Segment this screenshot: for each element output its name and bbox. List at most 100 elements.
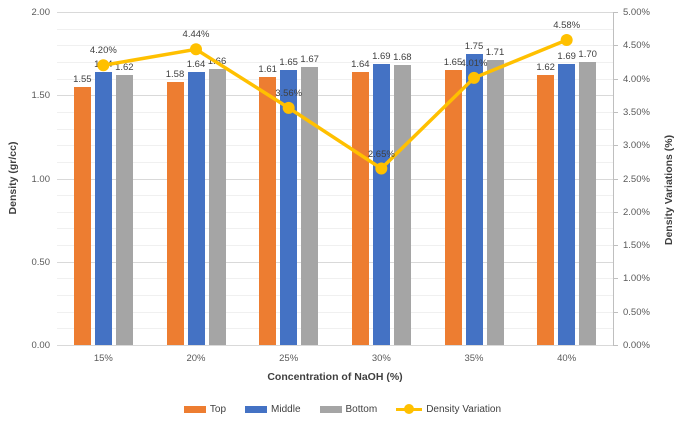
line-value-label: 3.56% xyxy=(275,87,303,99)
right-axis-tick xyxy=(613,145,618,147)
gridline xyxy=(57,211,613,213)
right-axis-tick xyxy=(613,278,618,280)
x-category-label: 20% xyxy=(186,353,206,364)
line-value-label: 4.20% xyxy=(89,45,117,57)
right-axis-tick xyxy=(613,45,618,47)
gridline xyxy=(57,228,613,230)
line-value-label: 4.44% xyxy=(182,29,210,41)
x-axis-title: Concentration of NaOH (%) xyxy=(267,371,403,383)
bar-top-30% xyxy=(351,71,369,345)
right-axis-tick-label: 0.50% xyxy=(623,306,650,318)
gridline xyxy=(57,295,613,297)
bar-middle-40% xyxy=(558,63,576,345)
line-marker xyxy=(282,101,295,114)
x-category-label: 30% xyxy=(371,353,391,364)
x-category-label: 25% xyxy=(279,353,299,364)
bar-middle-25% xyxy=(280,70,298,345)
gridline xyxy=(57,195,613,197)
right-axis-tick xyxy=(613,311,618,313)
bar-middle-15% xyxy=(94,71,112,345)
gridline xyxy=(57,61,613,63)
bar-value-label: 1.62 xyxy=(536,62,555,74)
line-value-label: 4.58% xyxy=(553,19,581,31)
line-value-label: 2.65% xyxy=(367,148,395,160)
bar-middle-35% xyxy=(465,53,483,345)
legend-item-middle: Middle xyxy=(245,403,301,415)
right-axis-tick-label: 4.50% xyxy=(623,40,650,52)
right-axis-tick xyxy=(613,78,618,80)
legend-swatch xyxy=(245,405,268,413)
gridline xyxy=(57,111,613,113)
bar-value-label: 1.55 xyxy=(73,73,92,85)
line-marker xyxy=(97,59,110,72)
gridline xyxy=(57,28,613,30)
bar-bottom-25% xyxy=(301,66,319,345)
bar-value-label: 1.71 xyxy=(485,47,505,59)
gridline xyxy=(57,12,613,13)
line-path xyxy=(103,38,568,171)
right-axis-tick-label: 3.00% xyxy=(623,140,650,152)
gridline xyxy=(57,311,613,313)
bar-middle-30% xyxy=(372,63,390,345)
bar-value-label: 1.69 xyxy=(372,50,391,62)
right-axis-tick xyxy=(613,178,618,180)
legend-line-marker xyxy=(396,404,423,415)
gridline xyxy=(57,345,613,346)
x-category-label: 15% xyxy=(93,353,113,364)
legend-item-density-variation: Density Variation xyxy=(396,404,501,415)
bar-top-35% xyxy=(444,70,462,345)
bar-value-label: 1.68 xyxy=(393,52,412,64)
bar-bottom-15% xyxy=(115,75,133,345)
gridline xyxy=(57,245,613,247)
bar-value-label: 1.70 xyxy=(578,48,597,60)
gridline xyxy=(57,161,613,163)
legend: Top Middle Bottom Density Variation xyxy=(0,399,685,419)
legend-label: Bottom xyxy=(345,403,378,415)
legend-label: Middle xyxy=(271,403,301,415)
right-axis-title: Density Variations (%) xyxy=(663,134,675,246)
bar-value-label: 1.61 xyxy=(258,63,277,75)
right-axis-tick-label: 1.50% xyxy=(623,240,650,252)
line-value-label: 4.01% xyxy=(460,57,488,69)
right-axis-tick-label: 3.50% xyxy=(623,106,650,118)
bar-bottom-20% xyxy=(208,68,226,345)
line-marker xyxy=(560,33,573,46)
line-marker xyxy=(190,43,202,56)
legend-line-dot xyxy=(404,404,415,414)
bar-value-label: 1.58 xyxy=(165,68,185,80)
legend-swatch xyxy=(183,405,206,413)
bar-value-label: 1.62 xyxy=(115,62,134,74)
legend-label: Density Variation xyxy=(426,403,502,415)
left-axis-tick-label: 1.00 xyxy=(31,173,51,185)
right-axis-tick-label: 2.50% xyxy=(623,173,650,185)
gridline xyxy=(57,145,613,147)
bar-value-label: 1.75 xyxy=(464,40,484,52)
right-axis-tick-label: 2.00% xyxy=(623,206,650,218)
bar-bottom-40% xyxy=(579,61,597,345)
bar-bottom-35% xyxy=(486,60,504,345)
line-marker xyxy=(375,162,388,175)
gridline xyxy=(57,328,613,330)
bar-top-15% xyxy=(73,86,91,345)
gridline xyxy=(57,128,613,130)
left-axis-tick-label: 1.50 xyxy=(31,90,51,102)
bar-value-label: 1.64 xyxy=(186,58,206,70)
gridline xyxy=(57,78,613,80)
right-axis-tick-label: 5.00% xyxy=(623,7,650,18)
legend-label: Top xyxy=(209,403,227,415)
right-axis-tick-label: 0.00% xyxy=(623,340,650,351)
x-category-label: 35% xyxy=(464,353,484,364)
bar-top-20% xyxy=(166,81,184,345)
bar-top-40% xyxy=(537,75,555,345)
gridline xyxy=(57,278,613,280)
x-category-label: 40% xyxy=(557,353,577,364)
right-axis-tick-label: 1.00% xyxy=(623,273,650,285)
gridline xyxy=(57,95,613,97)
right-axis-tick xyxy=(613,245,618,247)
right-axis-tick-label: 4.00% xyxy=(623,73,650,85)
bar-value-label: 1.67 xyxy=(300,53,319,65)
bar-value-label: 1.64 xyxy=(351,58,370,70)
bar-middle-20% xyxy=(187,71,205,345)
density-variation-line xyxy=(97,33,573,175)
